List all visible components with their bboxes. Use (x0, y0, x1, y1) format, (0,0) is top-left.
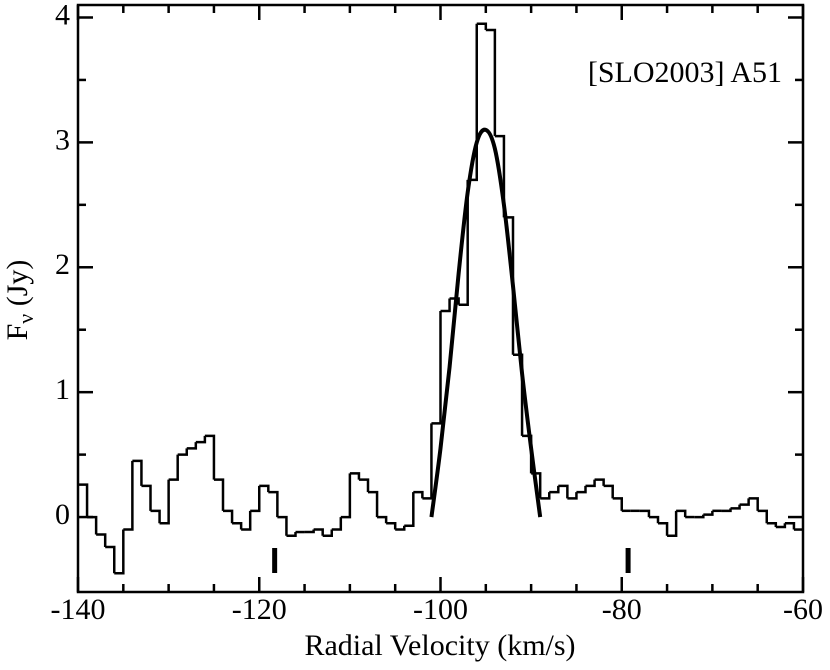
x-tick-label: -120 (232, 593, 287, 626)
histogram-step (485, 28, 497, 137)
histogram-step (476, 22, 488, 30)
fit-curve (429, 127, 543, 518)
histogram-step (775, 523, 787, 529)
histogram-step (159, 479, 170, 525)
histogram-step (739, 498, 750, 506)
histogram-step (612, 497, 623, 511)
x-tick-label: -80 (602, 593, 642, 626)
histogram-step (232, 522, 243, 530)
histogram-step (594, 478, 605, 486)
y-tick-label: 3 (55, 123, 70, 156)
y-label-main: F (1, 324, 34, 341)
y-axis-label: Fν (Jy) (1, 260, 38, 341)
histogram-step (250, 485, 261, 513)
histogram-step (277, 515, 288, 536)
histogram-step (331, 517, 343, 531)
histogram-step (114, 529, 125, 575)
histogram-step (78, 483, 89, 518)
y-label-unit: (Jy) (1, 260, 34, 314)
histogram-step (195, 435, 207, 444)
histogram-step (286, 532, 297, 538)
histogram-step (757, 509, 768, 524)
histogram-step (259, 484, 270, 493)
histogram-step (458, 179, 469, 306)
y-tick-label: 1 (55, 373, 70, 406)
histogram-step (340, 473, 352, 519)
histogram-step (168, 454, 179, 481)
histogram-step (186, 442, 198, 450)
histogram-step (177, 448, 188, 456)
histogram-step (96, 533, 107, 548)
histogram-step (558, 484, 569, 499)
histogram-step (784, 522, 796, 530)
x-tick-label: -140 (51, 593, 106, 626)
histogram-step (404, 492, 415, 528)
histogram-step (268, 490, 279, 518)
histogram-step (440, 298, 451, 313)
histogram-step (150, 509, 161, 524)
histogram-step (540, 492, 551, 500)
histogram-step (576, 485, 587, 494)
histogram-step (358, 478, 370, 493)
y-label-sub: ν (13, 314, 38, 324)
histogram-step (241, 510, 252, 531)
histogram-step (213, 478, 225, 511)
histogram-step (658, 522, 669, 536)
histogram-step (349, 472, 361, 480)
x-tick-label: -60 (783, 593, 823, 626)
histogram-step (377, 515, 388, 524)
histogram-step (748, 497, 759, 511)
plot-frame (76, 3, 805, 594)
histogram-step (204, 434, 216, 480)
annotation: [SLO2003] A51 (588, 56, 782, 89)
histogram-step (105, 545, 116, 574)
histogram-step (694, 514, 705, 519)
histogram-step (766, 522, 778, 528)
x-tick-label: -100 (413, 593, 468, 626)
histogram-step (123, 460, 134, 531)
histogram-step (667, 510, 678, 538)
histogram-step (386, 522, 397, 530)
histogram-step (413, 490, 424, 499)
histogram-step (730, 504, 741, 510)
histogram-step (304, 529, 315, 534)
histogram-step (603, 484, 614, 499)
histogram-step (549, 485, 560, 494)
histogram-step (585, 479, 596, 488)
histogram-step (648, 515, 660, 524)
histogram-step (703, 510, 714, 516)
histogram-step (431, 310, 442, 425)
histogram-step (395, 525, 406, 531)
histogram-step (322, 529, 333, 538)
histogram-step (87, 515, 98, 535)
histogram-step (676, 509, 687, 518)
y-tick-label: 2 (55, 248, 70, 281)
histogram-step (313, 528, 324, 536)
histogram-step (223, 509, 234, 524)
y-tick-label: 0 (55, 498, 70, 531)
histogram-step (141, 484, 152, 511)
x-axis-label: Radial Velocity (km/s) (304, 629, 575, 662)
histogram-step (449, 297, 460, 305)
histogram-step (368, 490, 379, 518)
histogram-step (639, 509, 651, 518)
histogram-step (132, 459, 143, 486)
histogram-step (721, 508, 732, 513)
histogram-step (422, 423, 433, 500)
y-tick-label: 4 (55, 0, 70, 31)
histogram-step (567, 492, 578, 500)
